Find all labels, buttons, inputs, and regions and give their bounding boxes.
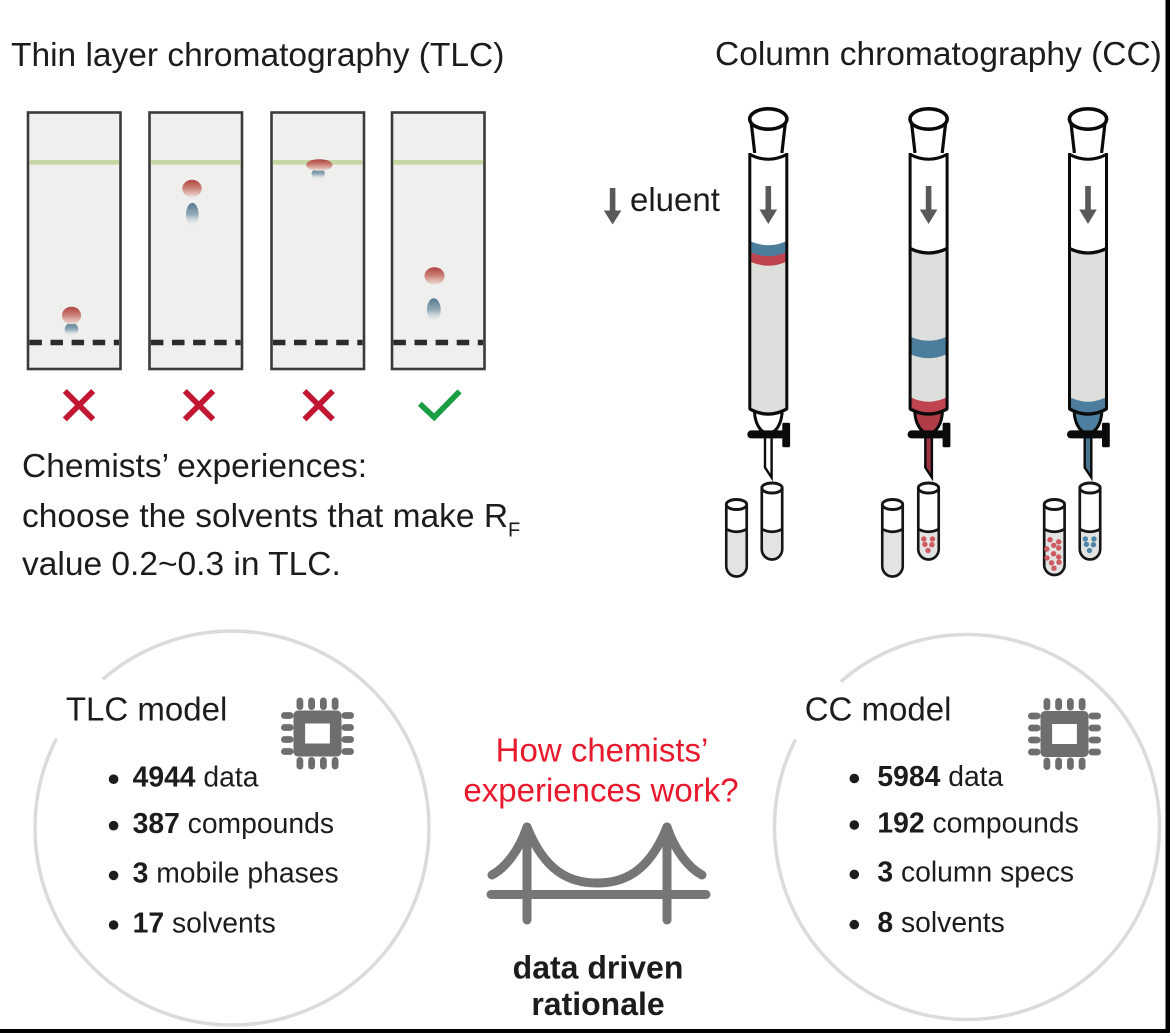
- svg-text:How chemists’: How chemists’: [496, 732, 709, 769]
- svg-text:rationale: rationale: [531, 986, 664, 1022]
- svg-text:5984 data: 5984 data: [877, 760, 1003, 792]
- svg-text:eluent: eluent: [630, 181, 720, 218]
- svg-text:Thin layer chromatography (TLC: Thin layer chromatography (TLC): [11, 37, 504, 74]
- svg-text:choose the solvents that make: choose the solvents that make RF: [22, 498, 520, 542]
- svg-text:192 compounds: 192 compounds: [877, 806, 1078, 838]
- svg-text:experiences work?: experiences work?: [463, 772, 738, 809]
- svg-text:4944 data: 4944 data: [133, 761, 259, 793]
- svg-text:3 column specs: 3 column specs: [877, 856, 1074, 888]
- svg-text:CC model: CC model: [805, 691, 952, 728]
- svg-text:17 solvents: 17 solvents: [133, 906, 276, 938]
- svg-text:8 solvents: 8 solvents: [877, 906, 1004, 938]
- svg-text:TLC model: TLC model: [66, 691, 227, 728]
- svg-text:3 mobile phases: 3 mobile phases: [133, 857, 339, 889]
- svg-text:Column chromatography (CC): Column chromatography (CC): [715, 36, 1162, 73]
- svg-text:387 compounds: 387 compounds: [133, 807, 334, 839]
- svg-text:value 0.2~0.3 in TLC.: value 0.2~0.3 in TLC.: [22, 546, 341, 583]
- svg-text:Chemists’ experiences:: Chemists’ experiences:: [22, 448, 367, 485]
- svg-text:data driven: data driven: [513, 950, 684, 986]
